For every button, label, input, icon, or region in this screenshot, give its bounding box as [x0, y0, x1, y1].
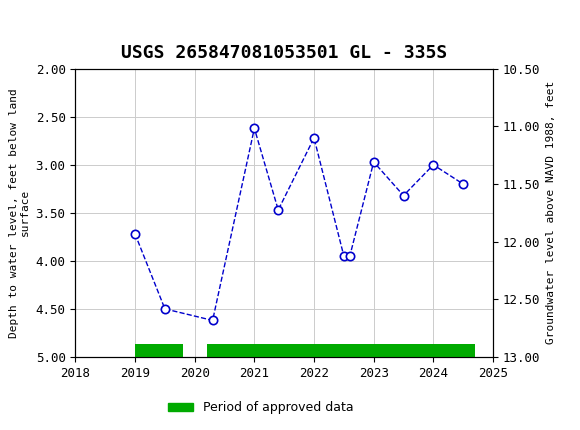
Y-axis label: Depth to water level, feet below land
surface: Depth to water level, feet below land su…: [9, 88, 30, 338]
Legend: Period of approved data: Period of approved data: [163, 396, 359, 419]
Bar: [206, 344, 475, 357]
Y-axis label: Groundwater level above NAVD 1988, feet: Groundwater level above NAVD 1988, feet: [546, 81, 556, 344]
Title: USGS 265847081053501 GL - 335S: USGS 265847081053501 GL - 335S: [121, 44, 447, 61]
Text: ▒USGS: ▒USGS: [12, 9, 70, 30]
Bar: [135, 344, 183, 357]
